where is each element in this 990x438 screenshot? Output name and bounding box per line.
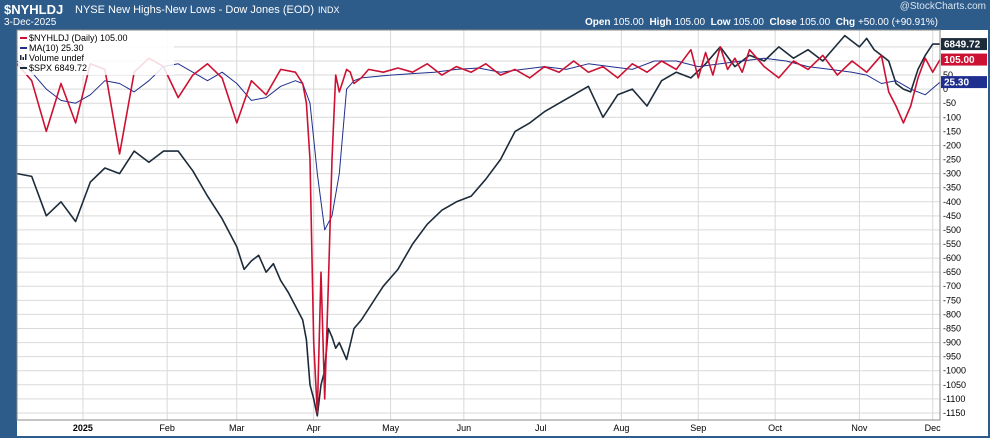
right-value-label: 105.00 [941, 53, 987, 66]
high-label: High [649, 17, 672, 28]
legend-label: $NYHLDJ (Daily) 105.00 [29, 33, 128, 43]
y-tick-label: -200 [943, 140, 961, 150]
y-tick-label: -300 [943, 169, 961, 179]
y-tick-label: -450 [943, 211, 961, 221]
legend-item: $NYHLDJ (Daily) 105.00 [20, 33, 128, 43]
x-tick-label: Nov [851, 423, 868, 433]
right-value-label: 6849.72 [941, 38, 987, 51]
y-tick-label: -1000 [943, 366, 966, 376]
legend-label: Volume undef [29, 53, 85, 63]
y-tick-label: -100 [943, 112, 961, 122]
x-tick-label: Dec [925, 423, 942, 433]
x-tick-label: May [382, 423, 400, 433]
right-value-label-bg [941, 76, 987, 89]
right-value-label-text: 105.00 [944, 55, 975, 66]
legend-label: MA(10) 25.30 [29, 43, 84, 53]
right-value-label: 25.30 [941, 76, 987, 89]
y-tick-label: -1050 [943, 380, 966, 390]
y-tick-label: -50 [943, 98, 956, 108]
y-tick-label: -350 [943, 183, 961, 193]
close-value: 105.00 [799, 17, 831, 28]
y-tick-label: 0 [943, 84, 948, 94]
x-tick-label: Oct [768, 423, 783, 433]
y-tick-label: 50 [943, 70, 953, 80]
legend-item: $SPX 6849.72 [20, 63, 87, 73]
chart-subtitle: NYSE New Highs-New Lows - Dow Jones (EOD… [75, 4, 340, 16]
chart-symbol: $NYHLDJ [4, 2, 64, 17]
x-axis-ticks: 2025 Feb Mar Apr May Jun Jul Aug Sep Oct Nov Dec [73, 423, 941, 433]
y-tick-label: -550 [943, 239, 961, 249]
series-line-nyhldj [16, 46, 941, 414]
right-value-label-bg [941, 38, 987, 51]
plot-area [17, 30, 940, 420]
y-tick-label: -900 [943, 338, 961, 348]
high-value: 105.00 [674, 17, 706, 28]
right-value-label-text: 25.30 [944, 78, 969, 89]
series-line-spx [16, 34, 940, 417]
legend-item: Volume undef [20, 53, 85, 63]
legend-item: MA(10) 25.30 [20, 43, 84, 53]
right-value-label-text: 6849.72 [944, 40, 981, 51]
y-tick-label: -150 [943, 126, 961, 136]
exchange-label: INDX [318, 5, 340, 15]
x-tick-label: Mar [229, 423, 245, 433]
gridlines [17, 30, 940, 420]
legend-label: $SPX 6849.72 [29, 63, 87, 73]
y-tick-label: -1150 [943, 408, 965, 418]
legend-swatch [20, 55, 22, 60]
x-tick-label: Sep [690, 423, 706, 433]
legend-swatch [22, 57, 24, 60]
open-label: Open [584, 17, 611, 28]
x-tick-label: Aug [613, 423, 629, 433]
x-tick-label: Jun [457, 423, 472, 433]
y-tick-label: -650 [943, 267, 961, 277]
close-label: Close [769, 17, 797, 28]
x-axis-area [17, 420, 988, 436]
low-label: Low [710, 17, 731, 28]
plot-border [16, 29, 941, 421]
chg-value: +50.00 (+90.91%) [857, 17, 938, 28]
y-tick-label: -600 [943, 253, 961, 263]
x-tick-label: Jul [535, 423, 547, 433]
watermark: @StockCharts.com [899, 1, 986, 12]
y-tick-label: -800 [943, 309, 961, 319]
y-tick-label: -850 [943, 323, 961, 333]
y-axis-ticks: 150100500-50-100-150-200-250-300-350-400… [943, 42, 966, 418]
legend-bg [18, 31, 174, 75]
y-tick-label: -950 [943, 352, 961, 362]
quote-bar: Open 105.00 High 105.00 Low 105.00 Close… [585, 17, 938, 28]
right-value-labels: 6849.72 105.00 25.30 [941, 38, 987, 89]
low-value: 105.00 [733, 17, 764, 28]
x-tick-label: Feb [159, 423, 175, 433]
x-tick-label: 2025 [73, 423, 93, 433]
y-axis-area [940, 30, 988, 420]
chart-date: 3-Dec-2025 [4, 17, 57, 28]
subtitle-text: NYSE New Highs-New Lows - Dow Jones (EOD… [75, 4, 315, 16]
y-tick-label: -700 [943, 281, 961, 291]
y-tick-label: -400 [943, 197, 961, 207]
y-tick-label: -1100 [943, 394, 965, 404]
y-tick-label: -250 [943, 155, 961, 165]
x-tick-label: Apr [307, 423, 321, 433]
y-tick-label: -750 [943, 295, 961, 305]
legend-swatch [25, 54, 27, 60]
chg-label: Chg [835, 17, 856, 28]
right-value-label-bg [941, 53, 987, 66]
open-value: 105.00 [613, 17, 644, 28]
y-tick-label: -500 [943, 225, 961, 235]
